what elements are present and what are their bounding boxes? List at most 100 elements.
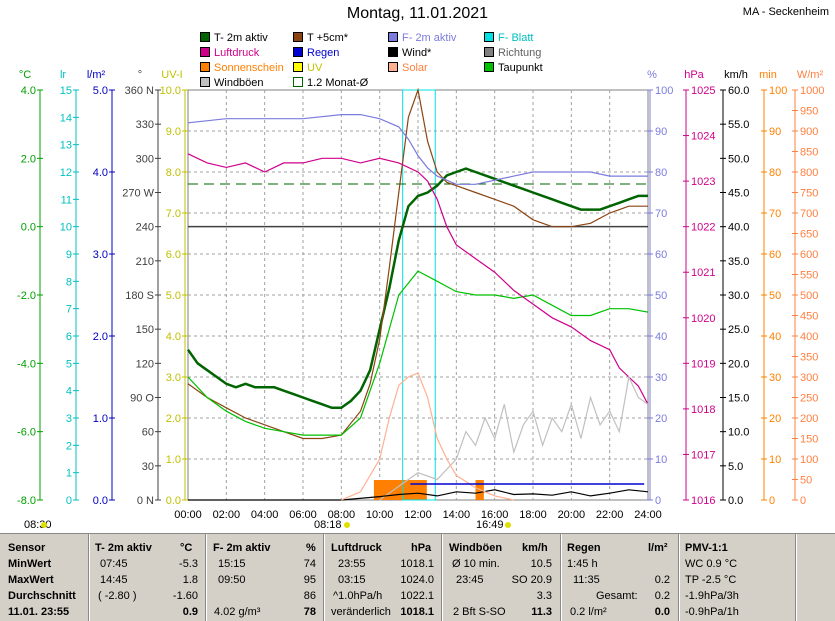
wind-tick-label: 60.0 <box>728 85 749 97</box>
hum-tick-label: 20 <box>655 413 667 425</box>
legend-item: T- 2m aktiv <box>200 32 268 44</box>
press-tick-label: 1019 <box>691 358 715 370</box>
press-avg-val: 1022.1 <box>400 590 434 602</box>
gust-unit: km/h <box>522 542 548 554</box>
lr-tick-label: 12 <box>60 167 72 179</box>
hum-now-val: 78 <box>303 606 316 618</box>
dir-tick-label: 300 <box>136 153 154 165</box>
gust-avg-val: 3.3 <box>536 590 552 602</box>
gust-avg10-val: 10.5 <box>530 558 552 570</box>
rain-unit-label: l/m² <box>87 69 106 81</box>
solar-tick-label: 250 <box>800 393 818 405</box>
wind-tick-label: 0.0 <box>728 495 743 507</box>
legend-swatch <box>200 77 210 87</box>
dir-tick-label: 240 <box>136 222 154 234</box>
legend-item: Wind* <box>388 47 431 59</box>
sunshine-bar <box>420 480 423 500</box>
sunshine-bar <box>378 480 381 500</box>
solar-tick-label: 900 <box>800 126 818 138</box>
legend-swatch <box>293 77 303 87</box>
station-name: MA - Seckenheim <box>742 6 829 18</box>
lr-tick-label: 3 <box>66 413 72 425</box>
press-max-time: 03:15 <box>338 574 366 586</box>
lr-tick-label: 14 <box>60 112 72 124</box>
sunshine-bar <box>418 480 421 500</box>
sunset-label: 16:49 <box>476 519 504 531</box>
legend-label: Regen <box>307 47 340 59</box>
series-line <box>341 372 514 501</box>
rain-unit: l/m² <box>648 542 668 554</box>
sunshine-bar <box>415 480 418 500</box>
rain-header: Regen <box>567 542 601 554</box>
legend-label: T- 2m aktiv <box>214 32 268 44</box>
solar-tick-label: 350 <box>800 352 818 364</box>
hum-tick-label: 90 <box>655 126 667 138</box>
temp-header: T- 2m aktiv <box>95 542 152 554</box>
temp-max-time: 14:45 <box>100 574 128 586</box>
hum-tick-label: 30 <box>655 372 667 384</box>
gust-header: Windböen <box>449 542 503 554</box>
uv-tick-label: 7.0 <box>166 208 181 220</box>
sunshine-bar <box>424 480 427 500</box>
lr-tick-label: 9 <box>66 249 72 261</box>
solar-tick-label: 550 <box>800 270 818 282</box>
wind-tick-label: 50.0 <box>728 153 749 165</box>
sunshine-bar <box>380 480 383 500</box>
solar-tick-label: 500 <box>800 290 818 302</box>
legend-item: Solar <box>388 62 428 74</box>
min-tick-label: 80 <box>769 167 781 179</box>
rain-tick-label: 2.0 <box>93 331 108 343</box>
legend-label: Taupunkt <box>498 62 543 74</box>
hum-tick-label: 80 <box>655 167 667 179</box>
solar-tick-label: 300 <box>800 372 818 384</box>
wind-tick-label: 25.0 <box>728 324 749 336</box>
chart-title: Montag, 11.01.2021 <box>346 5 489 22</box>
legend-label: Sonnenschein <box>214 62 284 74</box>
dir-tick-label: 210 <box>136 256 154 268</box>
legend-label: Solar <box>402 62 428 74</box>
legend-label: Windböen <box>214 77 264 89</box>
series-line <box>187 270 649 436</box>
sunshine-bar <box>412 480 415 500</box>
rain-max-val: 0.2 <box>654 574 670 586</box>
gust-avg-label: Ø 10 min. <box>452 558 500 570</box>
x-tick-label: 18:00 <box>519 509 547 521</box>
legend-item: Windböen <box>200 77 264 89</box>
press-tick-label: 1021 <box>691 267 715 279</box>
sunshine-bar <box>423 480 426 500</box>
hum-min-time: 15:15 <box>218 558 246 570</box>
temp-avg-paren: ( -2.80 ) <box>98 590 137 602</box>
hum-tick-label: 10 <box>655 454 667 466</box>
sunshine-bar <box>375 480 378 500</box>
gust-bft: 2 Bft S-SO <box>453 606 506 618</box>
leaf-wetness-band <box>402 89 436 501</box>
legend-label: Luftdruck <box>214 47 260 59</box>
sunrise-label: 08:30 <box>24 519 52 531</box>
dir-tick-label: 30 <box>142 461 154 473</box>
x-tick-label: 04:00 <box>251 509 279 521</box>
temp-avg-val: -1.60 <box>172 590 198 602</box>
lr-tick-label: 5 <box>66 358 72 370</box>
dir-tick-label: 330 <box>136 119 154 131</box>
press-min-val: 1018.1 <box>400 558 434 570</box>
legend-item: Taupunkt <box>484 62 543 74</box>
sunshine-bar <box>377 480 380 500</box>
temp-min-val: -5.3 <box>179 558 198 570</box>
wind-tick-label: 20.0 <box>728 358 749 370</box>
wind-tick-label: 35.0 <box>728 256 749 268</box>
min-tick-label: 90 <box>769 126 781 138</box>
hum-tick-label: 50 <box>655 290 667 302</box>
x-tick-label: 20:00 <box>558 509 586 521</box>
press-header: Luftdruck <box>331 542 382 554</box>
hum-tick-label: 60 <box>655 249 667 261</box>
x-tick-label: 16:00 <box>481 509 509 521</box>
legend-label: T +5cm* <box>307 32 349 44</box>
press-tick-label: 1023 <box>691 176 715 188</box>
solar-tick-label: 700 <box>800 208 818 220</box>
rain-today: 0.2 l/m² <box>570 606 607 618</box>
uv-tick-label: 1.0 <box>166 454 181 466</box>
wind-tick-label: 10.0 <box>728 427 749 439</box>
legend-item: Luftdruck <box>200 47 259 59</box>
pmv-tp: TP -2.5 °C <box>685 574 737 586</box>
x-tick-label: 02:00 <box>213 509 241 521</box>
